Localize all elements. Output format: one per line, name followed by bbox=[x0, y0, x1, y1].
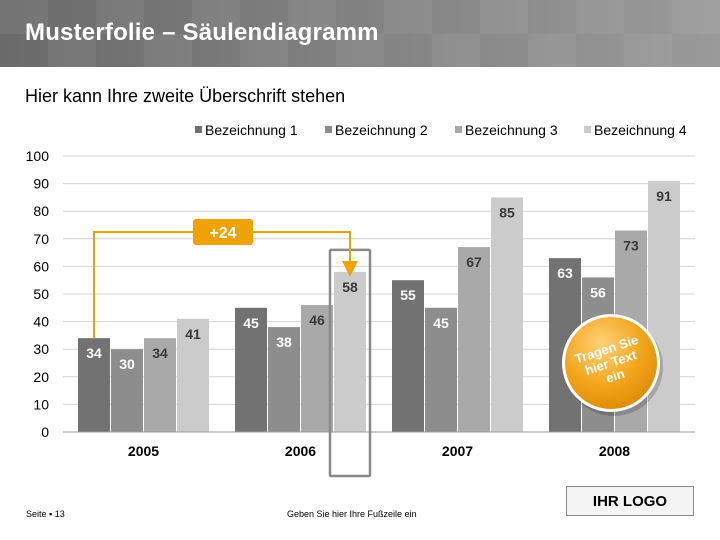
difference-label: +24 bbox=[209, 225, 236, 242]
data-label: 30 bbox=[119, 356, 135, 372]
y-tick-label: 20 bbox=[33, 369, 49, 385]
data-label: 56 bbox=[590, 284, 606, 300]
slide-title: Musterfolie – Säulendiagramm bbox=[25, 19, 379, 46]
bar bbox=[235, 307, 267, 432]
bar bbox=[78, 338, 110, 432]
data-label: 46 bbox=[309, 312, 325, 328]
slide-subtitle: Hier kann Ihre zweite Überschrift stehen bbox=[25, 86, 346, 106]
bar bbox=[301, 305, 333, 432]
difference-label-box bbox=[193, 219, 253, 245]
bar bbox=[268, 327, 300, 432]
footer-page-number: Seite ▪ 13 bbox=[26, 509, 65, 519]
data-label: 63 bbox=[557, 265, 573, 281]
data-label: 38 bbox=[276, 334, 292, 350]
header-background bbox=[0, 0, 720, 67]
bar bbox=[648, 180, 680, 432]
data-label: 41 bbox=[185, 326, 201, 342]
y-tick-label: 0 bbox=[41, 424, 49, 440]
bar bbox=[425, 307, 457, 432]
y-tick-label: 60 bbox=[33, 258, 49, 274]
bar bbox=[392, 280, 424, 432]
legend-label: Bezeichnung 4 bbox=[594, 122, 687, 138]
legend-swatch bbox=[455, 126, 462, 133]
legend-label: Bezeichnung 2 bbox=[335, 122, 428, 138]
x-tick-label: 2005 bbox=[128, 443, 159, 459]
y-tick-label: 100 bbox=[26, 148, 50, 164]
y-tick-label: 90 bbox=[33, 176, 49, 192]
callout-badge bbox=[565, 317, 657, 409]
bar bbox=[334, 271, 366, 432]
data-label: 91 bbox=[656, 188, 672, 204]
data-label: 55 bbox=[400, 287, 416, 303]
data-label: 34 bbox=[152, 345, 168, 361]
data-label: 45 bbox=[433, 315, 449, 331]
bar bbox=[177, 318, 209, 432]
y-tick-label: 50 bbox=[33, 286, 49, 302]
y-tick-label: 30 bbox=[33, 341, 49, 357]
bar bbox=[458, 247, 490, 432]
data-label: 34 bbox=[86, 345, 102, 361]
footer-text: Geben Sie hier Ihre Fußzeile ein bbox=[287, 509, 417, 519]
legend-swatch bbox=[195, 126, 202, 133]
x-tick-label: 2007 bbox=[442, 443, 473, 459]
x-tick-label: 2006 bbox=[285, 443, 316, 459]
x-tick-label: 2008 bbox=[599, 443, 630, 459]
data-label: 73 bbox=[623, 238, 639, 254]
y-tick-label: 80 bbox=[33, 203, 49, 219]
y-tick-label: 10 bbox=[33, 396, 49, 412]
y-tick-label: 70 bbox=[33, 231, 49, 247]
bar bbox=[491, 197, 523, 432]
data-label: 45 bbox=[243, 315, 259, 331]
header-bar: Musterfolie – Säulendiagramm bbox=[0, 0, 720, 67]
bar bbox=[111, 349, 143, 432]
data-label: 85 bbox=[499, 204, 515, 220]
logo-placeholder: IHR LOGO bbox=[566, 486, 694, 516]
legend-swatch bbox=[584, 126, 591, 133]
legend-label: Bezeichnung 3 bbox=[465, 122, 558, 138]
y-tick-label: 40 bbox=[33, 314, 49, 330]
legend-label: Bezeichnung 1 bbox=[205, 122, 298, 138]
data-label: 58 bbox=[342, 279, 358, 295]
data-label: 67 bbox=[466, 254, 482, 270]
bar bbox=[144, 338, 176, 432]
legend-swatch bbox=[325, 126, 332, 133]
